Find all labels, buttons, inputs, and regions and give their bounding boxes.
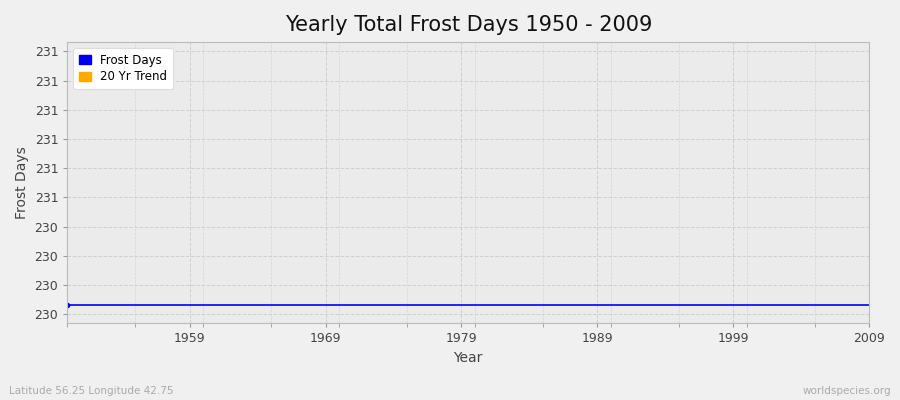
Frost Days — [864, 302, 875, 307]
Legend: Frost Days, 20 Yr Trend: Frost Days, 20 Yr Trend — [73, 48, 174, 89]
Text: Latitude 56.25 Longitude 42.75: Latitude 56.25 Longitude 42.75 — [9, 386, 174, 396]
Line: Frost Days: Frost Days — [65, 302, 871, 307]
Y-axis label: Frost Days: Frost Days — [15, 146, 29, 219]
Text: worldspecies.org: worldspecies.org — [803, 386, 891, 396]
Title: Yearly Total Frost Days 1950 - 2009: Yearly Total Frost Days 1950 - 2009 — [284, 15, 652, 35]
Frost Days — [565, 302, 576, 307]
Frost Days — [320, 302, 331, 307]
Frost Days — [293, 302, 304, 307]
Frost Days — [198, 302, 209, 307]
X-axis label: Year: Year — [454, 351, 483, 365]
Frost Days — [62, 302, 73, 307]
Frost Days — [266, 302, 276, 307]
Frost Days — [334, 302, 345, 307]
